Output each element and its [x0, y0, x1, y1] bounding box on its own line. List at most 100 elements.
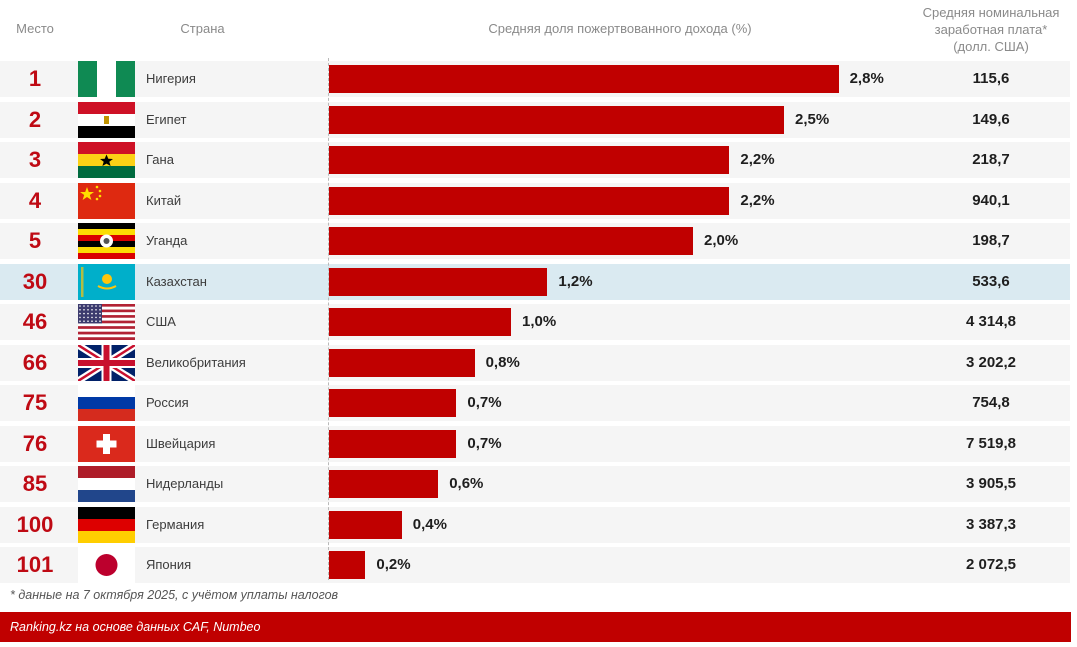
- bar-nigeria: [329, 65, 839, 93]
- table-row: 85 Нидерланды 0,6% 3 905,5: [0, 466, 1077, 502]
- china-flag-icon: [78, 182, 135, 219]
- rank-number: 30: [22, 268, 48, 294]
- rank-number: 4: [28, 187, 42, 213]
- bar-ghana: [329, 146, 730, 174]
- header-rank: Место: [16, 21, 54, 36]
- table-row: 46 США 1,0% 4 314,8: [0, 304, 1077, 340]
- wage-value: 3 905,5: [965, 475, 1017, 492]
- rank-number: 100: [16, 511, 54, 537]
- rank-number: 75: [22, 390, 48, 415]
- bar-netherlands: [329, 470, 439, 498]
- netherlands-flag-icon: [78, 466, 135, 502]
- ghana-flag-icon: [78, 142, 135, 178]
- rank-number: 101: [16, 552, 54, 577]
- wage-value: 533,6: [972, 272, 1010, 290]
- usa-flag-icon: [78, 304, 135, 340]
- bar-value-label: 2,2%: [740, 191, 775, 209]
- table-row: 101 Япония 0,2% 2 072,5: [0, 547, 1077, 583]
- row-background: [0, 425, 1070, 462]
- rank-number: 66: [22, 349, 48, 375]
- country-name: Швейцария: [146, 435, 216, 451]
- country-name: Япония: [146, 557, 192, 572]
- source-text: Ranking.kz на основе данных CAF, Numbeo: [10, 620, 261, 634]
- country-name: Египет: [146, 111, 187, 127]
- bar-russia: [329, 389, 457, 417]
- bar-china: [329, 186, 730, 215]
- bar-uganda: [329, 227, 693, 255]
- wage-value: 7 519,8: [965, 434, 1017, 452]
- country-name: Великобритания: [146, 354, 246, 370]
- bar-value-label: 1,2%: [558, 272, 593, 290]
- rank-number: 3: [28, 147, 42, 172]
- bar-usa: [329, 308, 511, 336]
- table-row: 4 Китай 2,2% 940,1: [0, 182, 1077, 219]
- country-name: Китай: [146, 192, 182, 208]
- row-background: [0, 506, 1070, 543]
- bar-value-label: 2,0%: [704, 232, 739, 249]
- rank-number: 85: [22, 471, 48, 496]
- bar-axis-baseline: [328, 58, 329, 580]
- row-background: [0, 344, 1070, 381]
- header-country: Страна: [180, 21, 225, 36]
- japan-flag-icon: [78, 547, 135, 583]
- rank-number: 5: [28, 228, 42, 253]
- rank-number: 46: [22, 309, 48, 334]
- country-name: США: [146, 314, 176, 329]
- bar-egypt: [329, 105, 784, 134]
- russia-flag-icon: [78, 385, 135, 421]
- bar-value-label: 0,7%: [467, 394, 502, 411]
- country-name: Казахстан: [146, 273, 207, 289]
- switzerland-flag-icon: [78, 425, 135, 462]
- rank-number: 76: [22, 430, 48, 456]
- bar-switzerland: [329, 429, 457, 458]
- country-name: Россия: [146, 395, 189, 410]
- country-name: Уганда: [146, 233, 188, 248]
- wage-value: 3 387,3: [965, 515, 1017, 533]
- table-row: 66 Великобритания 0,8% 3 202,2: [0, 344, 1077, 381]
- nigeria-flag-icon: [78, 61, 135, 97]
- rank-number: 2: [28, 106, 42, 132]
- wage-value: 198,7: [972, 232, 1010, 249]
- header-wage: Средняя номинальная заработная плата* (д…: [905, 4, 1077, 55]
- header-share: Средняя доля пожертвованного дохода (%): [488, 21, 752, 36]
- bar-value-label: 1,0%: [522, 313, 557, 330]
- country-name: Германия: [146, 516, 205, 532]
- bar-germany: [329, 510, 402, 539]
- header-wage-line2: заработная плата*: [934, 22, 1048, 37]
- wage-value: 2 072,5: [965, 556, 1017, 573]
- table-row: 5 Уганда 2,0% 198,7: [0, 223, 1077, 259]
- wage-value: 940,1: [972, 191, 1010, 209]
- table-row: 100 Германия 0,4% 3 387,3: [0, 506, 1077, 543]
- header-wage-line3: (долл. США): [953, 39, 1029, 54]
- wage-value: 115,6: [972, 70, 1010, 87]
- uk-flag-icon: [78, 344, 135, 381]
- kazakhstan-flag-icon: [78, 263, 135, 300]
- table-row: 1 Нигерия 2,8% 115,6: [0, 61, 1077, 97]
- bar-japan: [329, 551, 366, 579]
- bar-value-label: 2,5%: [795, 110, 830, 128]
- row-background: [0, 385, 1070, 421]
- header-wage-line1: Средняя номинальная: [922, 5, 1060, 20]
- country-name: Нидерланды: [146, 476, 224, 491]
- table-row: 30 Казахстан 1,2% 533,6: [0, 263, 1077, 300]
- egypt-flag-icon: [78, 101, 135, 138]
- bar-value-label: 0,2%: [376, 556, 411, 573]
- bar-uk: [329, 348, 475, 377]
- bar-value-label: 0,8%: [485, 353, 520, 371]
- germany-flag-icon: [78, 506, 135, 543]
- bar-value-label: 0,4%: [412, 515, 447, 533]
- country-name: Гана: [146, 152, 174, 167]
- wage-value: 4 314,8: [965, 313, 1017, 330]
- uganda-flag-icon: [78, 223, 135, 259]
- wage-value: 754,8: [972, 394, 1010, 411]
- footnote: * данные на 7 октября 2025, с учётом упл…: [10, 588, 339, 602]
- country-name: Нигерия: [146, 71, 196, 86]
- source-footer: Ranking.kz на основе данных CAF, Numbeo: [0, 612, 1071, 642]
- bar-value-label: 2,2%: [740, 151, 775, 168]
- table-row: 76 Швейцария 0,7% 7 519,8: [0, 425, 1077, 462]
- rank-number: 1: [28, 66, 42, 91]
- row-background: [0, 466, 1070, 502]
- bar-value-label: 0,6%: [449, 475, 484, 492]
- table-header: Место Страна Средняя доля пожертвованног…: [0, 0, 1077, 60]
- ranking-table: 1 Нигерия 2,8% 115,6 2 Египет 2,5% 149,6 3 Гана 2,…: [0, 61, 1077, 588]
